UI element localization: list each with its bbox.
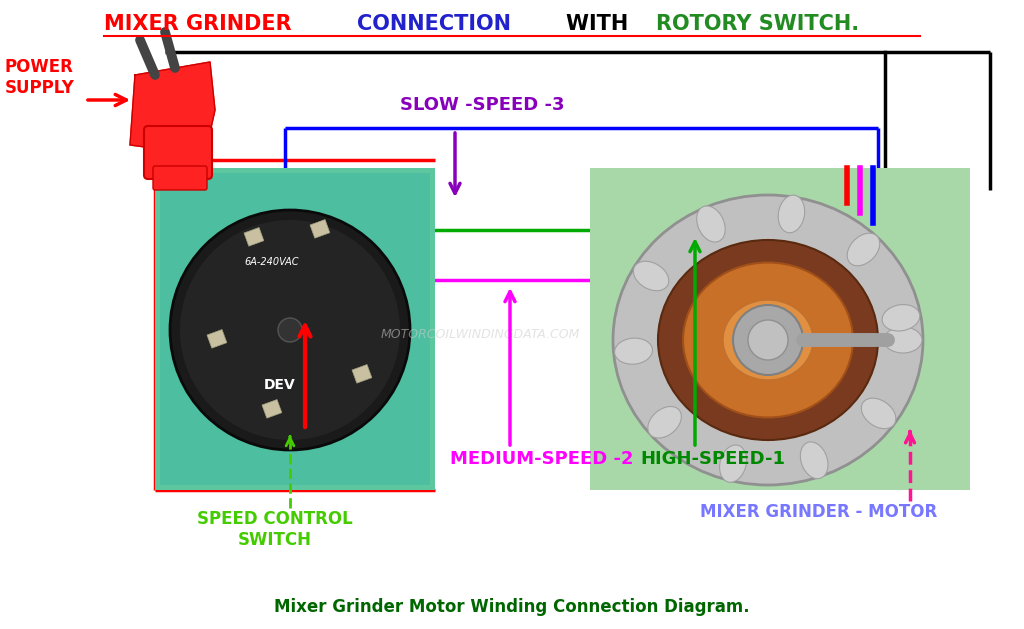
Text: ROTORY SWITCH.: ROTORY SWITCH. (656, 14, 859, 34)
Ellipse shape (801, 442, 828, 479)
Text: DEV: DEV (264, 378, 296, 392)
Text: MIXER GRINDER: MIXER GRINDER (103, 14, 299, 34)
FancyBboxPatch shape (153, 166, 207, 190)
Text: SPEED CONTROL
SWITCH: SPEED CONTROL SWITCH (198, 510, 353, 548)
Ellipse shape (720, 445, 746, 482)
Text: SLOW -SPEED -3: SLOW -SPEED -3 (400, 96, 564, 114)
Ellipse shape (696, 206, 725, 242)
Circle shape (170, 210, 410, 450)
Bar (207, 330, 227, 348)
Bar (352, 365, 372, 383)
Circle shape (278, 318, 302, 342)
Bar (262, 399, 282, 418)
Text: MIXER GRINDER - MOTOR: MIXER GRINDER - MOTOR (700, 503, 937, 521)
Text: CONNECTION: CONNECTION (356, 14, 518, 34)
Circle shape (733, 305, 803, 375)
Bar (310, 220, 330, 238)
Circle shape (748, 320, 788, 360)
Bar (590, 168, 970, 490)
Ellipse shape (614, 338, 652, 364)
Ellipse shape (723, 300, 813, 380)
FancyBboxPatch shape (144, 126, 212, 179)
Polygon shape (130, 62, 215, 155)
Text: 6A-240VAC: 6A-240VAC (245, 257, 299, 267)
Ellipse shape (882, 304, 920, 331)
Ellipse shape (634, 261, 669, 291)
Text: Mixer Grinder Motor Winding Connection Diagram.: Mixer Grinder Motor Winding Connection D… (274, 598, 750, 616)
Bar (155, 168, 435, 490)
Ellipse shape (847, 233, 880, 266)
Text: HIGH-SPEED-1: HIGH-SPEED-1 (640, 450, 785, 468)
Ellipse shape (613, 195, 923, 485)
Text: POWER
SUPPLY: POWER SUPPLY (5, 58, 75, 97)
Ellipse shape (658, 240, 878, 440)
Ellipse shape (648, 406, 681, 438)
Text: MOTORCOILWINDINGDATA.COM: MOTORCOILWINDINGDATA.COM (380, 328, 580, 342)
Circle shape (180, 220, 400, 440)
Ellipse shape (683, 262, 853, 418)
Ellipse shape (778, 195, 805, 233)
Ellipse shape (884, 327, 922, 353)
Text: WITH: WITH (566, 14, 636, 34)
Bar (244, 228, 264, 246)
Ellipse shape (861, 398, 896, 428)
Text: MEDIUM-SPEED -2: MEDIUM-SPEED -2 (450, 450, 634, 468)
Bar (160, 173, 430, 485)
